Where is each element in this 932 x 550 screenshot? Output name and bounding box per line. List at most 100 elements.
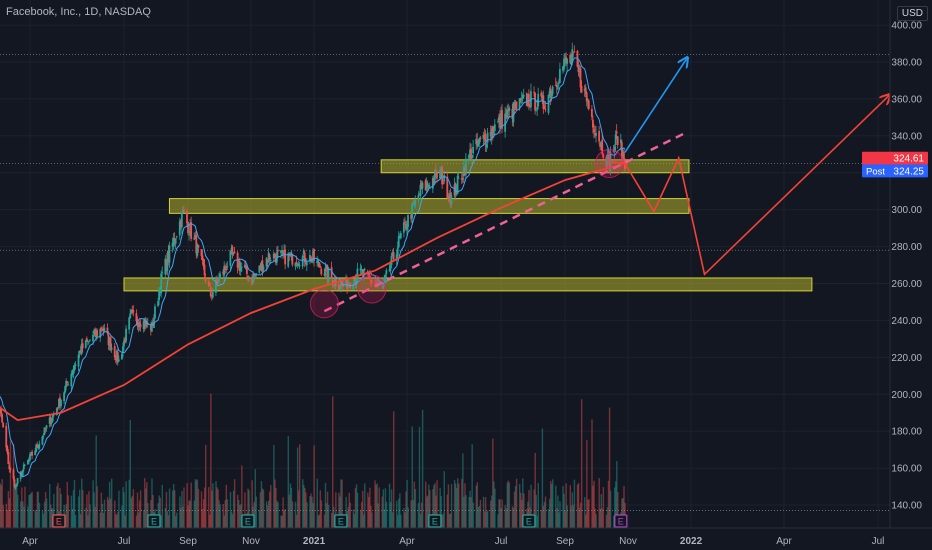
trend-line (323, 131, 688, 313)
candle-body (337, 284, 340, 291)
candle-body (558, 69, 561, 83)
candle-body (252, 275, 255, 284)
candle-body (398, 235, 401, 238)
candle-body (486, 132, 489, 143)
y-tick-label: 380.00 (891, 58, 922, 69)
candle-body (352, 285, 355, 290)
volume-bar (522, 478, 524, 528)
volume-bar (439, 487, 441, 528)
volume-bar (164, 507, 167, 528)
candle-body (109, 337, 112, 350)
earnings-marker-label: E (432, 517, 438, 527)
currency-label[interactable]: USD (896, 6, 928, 21)
volume-bar (193, 500, 196, 528)
volume-bar (277, 502, 279, 528)
candle-body (375, 282, 377, 285)
candle-body (424, 180, 427, 191)
volume-bar (306, 502, 308, 528)
candle-body (260, 262, 263, 268)
candle-body (232, 252, 235, 255)
x-tick-label: Jul (495, 536, 508, 547)
candle-body (353, 278, 356, 285)
y-tick-label: 160.00 (891, 464, 922, 475)
candle-body (157, 301, 159, 307)
candle-body (606, 154, 609, 166)
candle-body (59, 397, 61, 406)
candle-body (621, 154, 624, 161)
candle-body (363, 268, 366, 271)
candle-body (463, 167, 466, 176)
candle-body (462, 166, 465, 177)
candle-body (259, 266, 262, 270)
volume-bar (384, 488, 387, 528)
volume-bar (352, 509, 355, 528)
volume-bar (367, 492, 369, 528)
volume-bar (499, 499, 501, 528)
candle-body (571, 49, 574, 61)
y-tick-label: 280.00 (891, 242, 922, 253)
volume-bar (109, 498, 112, 528)
volume-bar (276, 500, 278, 528)
candle-body (346, 277, 348, 290)
candle-body (564, 59, 566, 62)
volume-bar (36, 491, 39, 528)
volume-bar (421, 409, 424, 528)
candle-body (160, 273, 163, 294)
volume-bar (273, 444, 275, 528)
candle-body (435, 169, 437, 171)
candle-body (217, 280, 219, 284)
candle-body (390, 255, 393, 266)
candle-body (265, 258, 268, 267)
volume-bar (274, 479, 276, 528)
volume-bar (347, 506, 349, 528)
candle-body (81, 343, 84, 349)
volume-bar (45, 498, 48, 528)
candle-body (79, 350, 82, 354)
candle-body (115, 350, 118, 362)
volume-bar (132, 489, 135, 528)
candle-body (449, 193, 452, 205)
candle-body (36, 444, 39, 448)
volume-bar (175, 515, 177, 528)
volume-bar (339, 496, 341, 528)
volume-bar (296, 447, 299, 528)
candle-body (179, 219, 182, 227)
candle-body (161, 272, 164, 274)
volume-bar (593, 480, 595, 528)
volume-bar (341, 479, 343, 528)
candle-body (482, 134, 485, 140)
candle-body (99, 328, 102, 338)
volume-bar (0, 485, 2, 528)
candle-body (527, 93, 530, 107)
candle-body (377, 282, 379, 284)
candle-body (585, 92, 588, 102)
candle-body (269, 260, 272, 261)
volume-bar (512, 507, 515, 528)
volume-bar (38, 502, 41, 528)
candle-body (188, 234, 190, 236)
volume-bar (485, 511, 488, 528)
candle-body (310, 256, 312, 262)
volume-bar (469, 490, 471, 528)
candle-body (86, 340, 89, 342)
volume-bar (381, 496, 384, 528)
volume-bar (1, 479, 3, 528)
volume-bar (361, 490, 364, 528)
candle-body (114, 356, 117, 360)
candle-body (332, 284, 335, 285)
volume-bar (470, 497, 472, 528)
volume-bar (592, 485, 594, 528)
volume-bar (146, 482, 148, 528)
candle-body (383, 277, 386, 284)
candle-body (7, 451, 10, 464)
volume-bar (290, 487, 293, 528)
candle-body (258, 265, 261, 273)
candle-body (28, 459, 30, 462)
volume-bar (17, 494, 19, 528)
volume-bar (397, 515, 399, 528)
candle-body (512, 102, 515, 123)
volume-bar (345, 496, 347, 528)
candle-body (442, 182, 445, 184)
candle-body (433, 170, 436, 181)
